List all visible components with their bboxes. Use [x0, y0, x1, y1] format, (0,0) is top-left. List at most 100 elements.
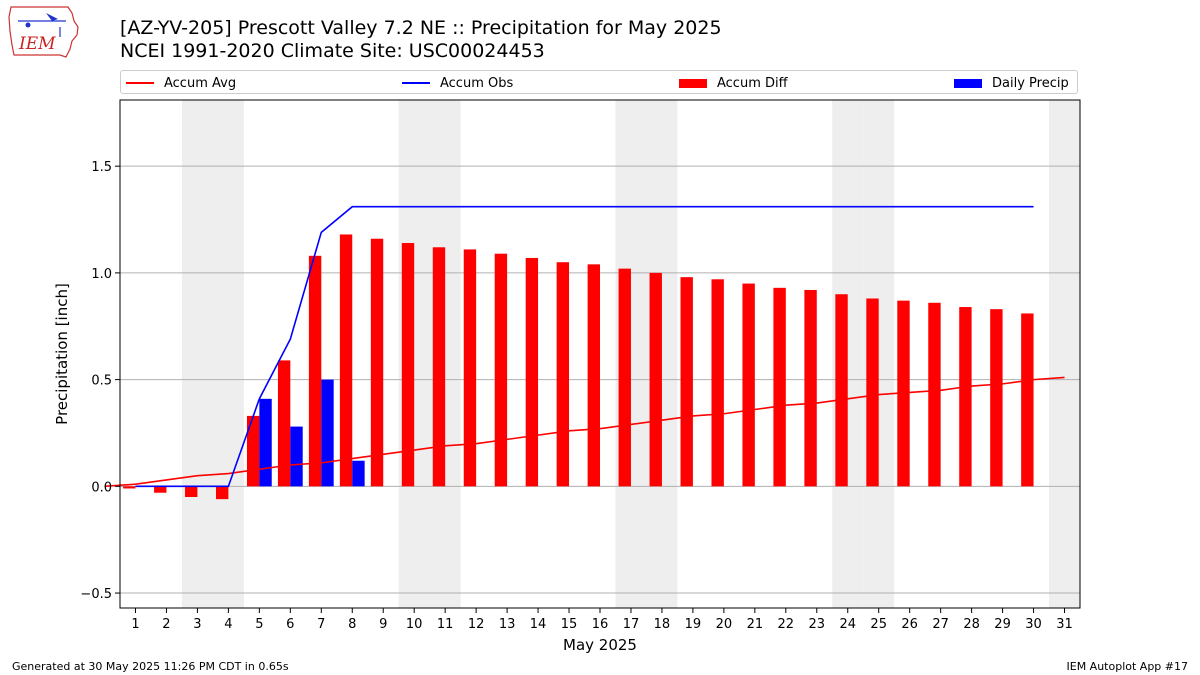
daily-precip-bar-5: [259, 398, 272, 487]
accum-diff-bar-2: [154, 486, 167, 493]
weekend-band-18: [646, 100, 678, 608]
accum-diff-bar-27: [928, 302, 941, 487]
accum-diff-bar-20: [711, 279, 724, 487]
x-tick-label-6: 6: [286, 617, 294, 632]
accum-diff-bar-9: [370, 238, 384, 487]
weekend-band-4: [212, 100, 244, 608]
x-axis: 1 2 3 4 5 6 7 8 9 10 11 12 13 14 15 16 17 18 19 20 21 22 23 24 2…: [131, 608, 1073, 632]
legend-swatch-accum-diff: [679, 78, 707, 88]
accum-diff-bar-23: [804, 289, 817, 487]
weekend-band-11: [429, 100, 461, 608]
x-tick-label-22: 22: [778, 617, 795, 632]
footer-app: IEM Autoplot App #17: [1066, 660, 1189, 673]
accum-diff-bar-19: [680, 277, 693, 487]
legend-label-accum-obs: Accum Obs: [440, 75, 514, 91]
accum-diff-bar-13: [494, 253, 508, 487]
accum-diff-bar-25: [866, 298, 879, 487]
plot-frame: [119, 99, 1081, 609]
accum-diff-bar-24: [835, 294, 848, 487]
accum-diff-bar-28: [959, 307, 972, 487]
accum-diff-bar-26: [897, 300, 910, 487]
y-tick-label-1: 0.0: [91, 480, 112, 495]
legend-label-accum-avg: Accum Avg: [164, 75, 237, 91]
accum-diff-bar-11: [432, 247, 446, 487]
x-tick-label-10: 10: [406, 617, 423, 632]
iowa-outline-icon: [8, 6, 79, 58]
x-tick-label-25: 25: [870, 617, 887, 632]
weekend-band-3: [181, 100, 213, 608]
legend-swatch-accum-obs: [402, 82, 430, 84]
accum-diff-bar-21: [742, 283, 755, 487]
x-tick-label-12: 12: [468, 617, 485, 632]
weekend-shading: [181, 100, 1080, 608]
lines: [104, 205, 1065, 488]
weekend-band-25: [863, 100, 895, 608]
y-tick-label-4: 1.5: [91, 160, 112, 175]
x-tick-label-29: 29: [994, 617, 1011, 632]
bars: [123, 234, 1034, 500]
daily-precip-bar-7: [321, 379, 334, 487]
x-tick-label-30: 30: [1025, 617, 1042, 632]
x-tick-label-17: 17: [623, 617, 640, 632]
accum-diff-bar-3: [185, 486, 198, 498]
weekend-band-31: [1049, 100, 1080, 608]
accum-obs-line: [135, 205, 1034, 488]
accum-diff-bar-16: [587, 264, 600, 487]
legend: Accum Avg Accum Obs Accum Diff Daily Pre…: [120, 70, 1078, 94]
y-tick-label-3: 1.0: [91, 267, 112, 282]
weekend-band-10: [398, 100, 430, 608]
x-tick-label-1: 1: [131, 617, 139, 632]
x-tick-label-14: 14: [530, 617, 547, 632]
y-tick-label-2: 0.5: [91, 374, 112, 389]
logo-text: IEM: [18, 34, 56, 54]
x-tick-label-5: 5: [255, 617, 263, 632]
x-tick-label-23: 23: [809, 617, 826, 632]
accum-diff-bar-8: [339, 234, 353, 487]
legend-label-daily-precip: Daily Precip: [992, 75, 1069, 91]
y-tick-label-0: −0.5: [80, 587, 112, 602]
x-tick-label-8: 8: [348, 617, 356, 632]
x-tick-label-18: 18: [654, 617, 671, 632]
x-tick-label-11: 11: [437, 617, 454, 632]
accum-diff-bar-17: [618, 268, 631, 487]
x-tick-label-15: 15: [561, 617, 578, 632]
accum-diff-bar-15: [556, 262, 570, 487]
accum-diff-bar-18: [649, 272, 662, 487]
x-tick-label-7: 7: [317, 617, 325, 632]
x-tick-label-4: 4: [224, 617, 232, 632]
daily-precip-bar-8: [352, 460, 365, 487]
x-tick-label-16: 16: [592, 617, 609, 632]
y-axis: −0.5 0.0 0.5 1.0 1.5: [80, 160, 120, 602]
legend-item-accum-avg: Accum Avg: [126, 74, 236, 92]
x-tick-label-24: 24: [839, 617, 856, 632]
x-tick-label-13: 13: [499, 617, 516, 632]
legend-item-daily-precip: Daily Precip: [954, 74, 1069, 92]
x-tick-label-28: 28: [963, 617, 980, 632]
legend-swatch-daily-precip: [954, 78, 982, 88]
weekend-band-24: [832, 100, 864, 608]
x-tick-label-26: 26: [901, 617, 918, 632]
accum-diff-bar-4: [216, 486, 229, 500]
x-tick-label-21: 21: [747, 617, 764, 632]
gridlines: [120, 165, 1080, 594]
accum-diff-bar-5: [246, 415, 260, 487]
x-tick-label-3: 3: [193, 617, 201, 632]
chart-subtitle: NCEI 1991-2020 Climate Site: USC00024453: [120, 40, 545, 62]
footer-generated: Generated at 30 May 2025 11:26 PM CDT in…: [12, 660, 289, 673]
accum-diff-bar-22: [773, 287, 786, 487]
chart-title: [AZ-YV-205] Prescott Valley 7.2 NE :: Pr…: [120, 17, 722, 39]
accum-diff-bar-12: [463, 249, 477, 487]
x-axis-label: May 2025: [563, 636, 637, 654]
x-tick-label-27: 27: [932, 617, 949, 632]
weekend-band-17: [615, 100, 647, 608]
legend-item-accum-diff: Accum Diff: [679, 74, 788, 92]
accum-diff-bar-30: [1021, 313, 1034, 487]
iem-logo: IEM: [8, 6, 79, 58]
x-tick-label-9: 9: [379, 617, 387, 632]
accum-diff-bar-10: [401, 243, 415, 487]
accum-diff-bar-29: [990, 309, 1003, 487]
accum-diff-bar-1: [123, 486, 136, 489]
accum-avg-line: [104, 376, 1065, 488]
legend-swatch-accum-avg: [126, 82, 154, 84]
